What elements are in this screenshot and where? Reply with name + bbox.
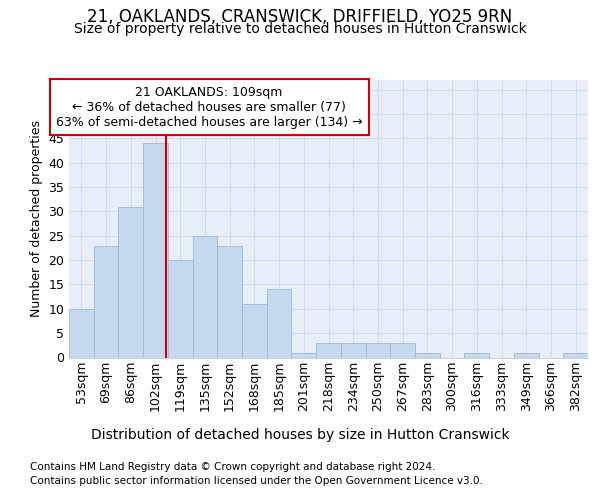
Bar <box>242 304 267 358</box>
Text: Size of property relative to detached houses in Hutton Cranswick: Size of property relative to detached ho… <box>74 22 526 36</box>
Bar <box>316 343 341 357</box>
Bar <box>168 260 193 358</box>
Text: 21 OAKLANDS: 109sqm
← 36% of detached houses are smaller (77)
63% of semi-detach: 21 OAKLANDS: 109sqm ← 36% of detached ho… <box>56 86 362 128</box>
Bar <box>390 343 415 357</box>
Bar <box>267 290 292 358</box>
Text: Contains public sector information licensed under the Open Government Licence v3: Contains public sector information licen… <box>30 476 483 486</box>
Bar <box>365 343 390 357</box>
Bar <box>193 236 217 358</box>
Text: 21, OAKLANDS, CRANSWICK, DRIFFIELD, YO25 9RN: 21, OAKLANDS, CRANSWICK, DRIFFIELD, YO25… <box>88 8 512 26</box>
Bar <box>341 343 365 357</box>
Bar <box>94 246 118 358</box>
Y-axis label: Number of detached properties: Number of detached properties <box>29 120 43 318</box>
Bar <box>563 352 588 358</box>
Bar <box>415 352 440 358</box>
Bar <box>118 206 143 358</box>
Bar <box>69 309 94 358</box>
Text: Contains HM Land Registry data © Crown copyright and database right 2024.: Contains HM Land Registry data © Crown c… <box>30 462 436 472</box>
Bar <box>217 246 242 358</box>
Bar <box>143 144 168 358</box>
Bar <box>464 352 489 358</box>
Text: Distribution of detached houses by size in Hutton Cranswick: Distribution of detached houses by size … <box>91 428 509 442</box>
Bar <box>292 352 316 358</box>
Bar <box>514 352 539 358</box>
